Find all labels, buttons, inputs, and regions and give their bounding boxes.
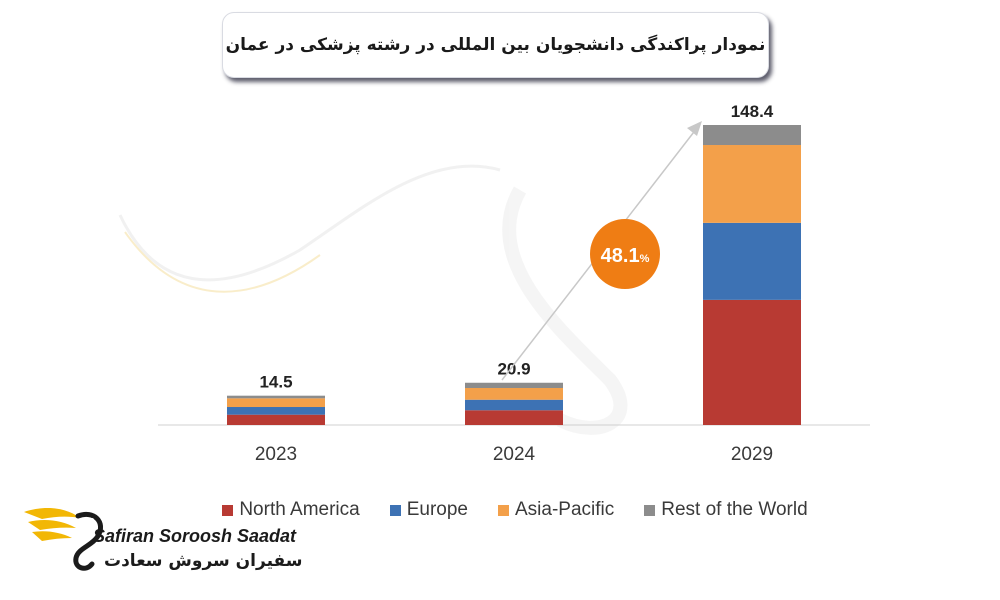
legend: North America Europe Asia-Pacific Rest o… [0,497,1000,523]
bar-segment-2029-north-america [703,299,801,425]
total-label-2024: 20.9 [497,360,530,379]
bar-segment-2023-north-america [227,414,325,425]
legend-swatch [644,504,656,516]
bird-logo-icon [24,508,103,571]
bar-segment-2029-asia-pacific [703,145,801,223]
growth-unit: % [640,253,650,265]
x-tick-label-2023: 2023 [255,444,297,465]
brand-logo: Safiran Soroosh Saadat سفیران سروش سعادت [22,492,302,582]
total-label-2029: 148.4 [731,102,774,121]
legend-label: Rest of the World [661,499,808,520]
logo-text-fa: سفیران سروش سعادت [104,551,303,571]
growth-value: 48.1 [601,245,640,267]
legend-label: Europe [406,499,468,520]
legend-item-asia-pacific: Asia-Pacific [497,499,615,521]
svg-text:48.1%: 48.1% [601,245,650,267]
x-tick-label-2024: 2024 [493,444,536,465]
chart-title-box: نمودار پراکندگی دانشجویان بین المللی در … [222,12,769,78]
legend-item-europe: Europe [389,499,468,521]
legend-label: Asia-Pacific [514,499,615,520]
legend-item-north-america: North America [222,499,360,521]
legend-swatch [389,504,401,516]
labels-group: 14.5 2023 20.9 2024 148.4 2029 [255,102,774,465]
bar-segment-2023-rest-of-the-world [227,395,325,399]
bar-segment-2029-rest-of-the-world [703,125,801,146]
growth-annotation: 48.1% [590,219,660,289]
logo-text-en: Safiran Soroosh Saadat [93,526,297,546]
bar-segment-2023-europe [227,407,325,415]
bar-segment-2023-asia-pacific [227,398,325,408]
bar-segment-2029-europe [703,222,801,300]
x-tick-label-2029: 2029 [731,444,773,465]
legend-item-rest-of-world: Rest of the World [644,499,808,521]
chart-title: نمودار پراکندگی دانشجویان بین المللی در … [225,35,766,55]
legend-swatch [497,504,509,516]
bar-segment-2024-north-america [465,410,563,425]
watermark-swoosh [118,164,628,435]
bar-segment-2024-rest-of-the-world [465,382,563,389]
total-label-2023: 14.5 [259,373,292,392]
bars-group [227,125,801,425]
legend-label: North America [239,499,360,520]
bar-segment-2024-asia-pacific [465,388,563,400]
growth-circle [590,219,660,289]
bar-segment-2024-europe [465,399,563,411]
legend-swatch [222,504,234,516]
